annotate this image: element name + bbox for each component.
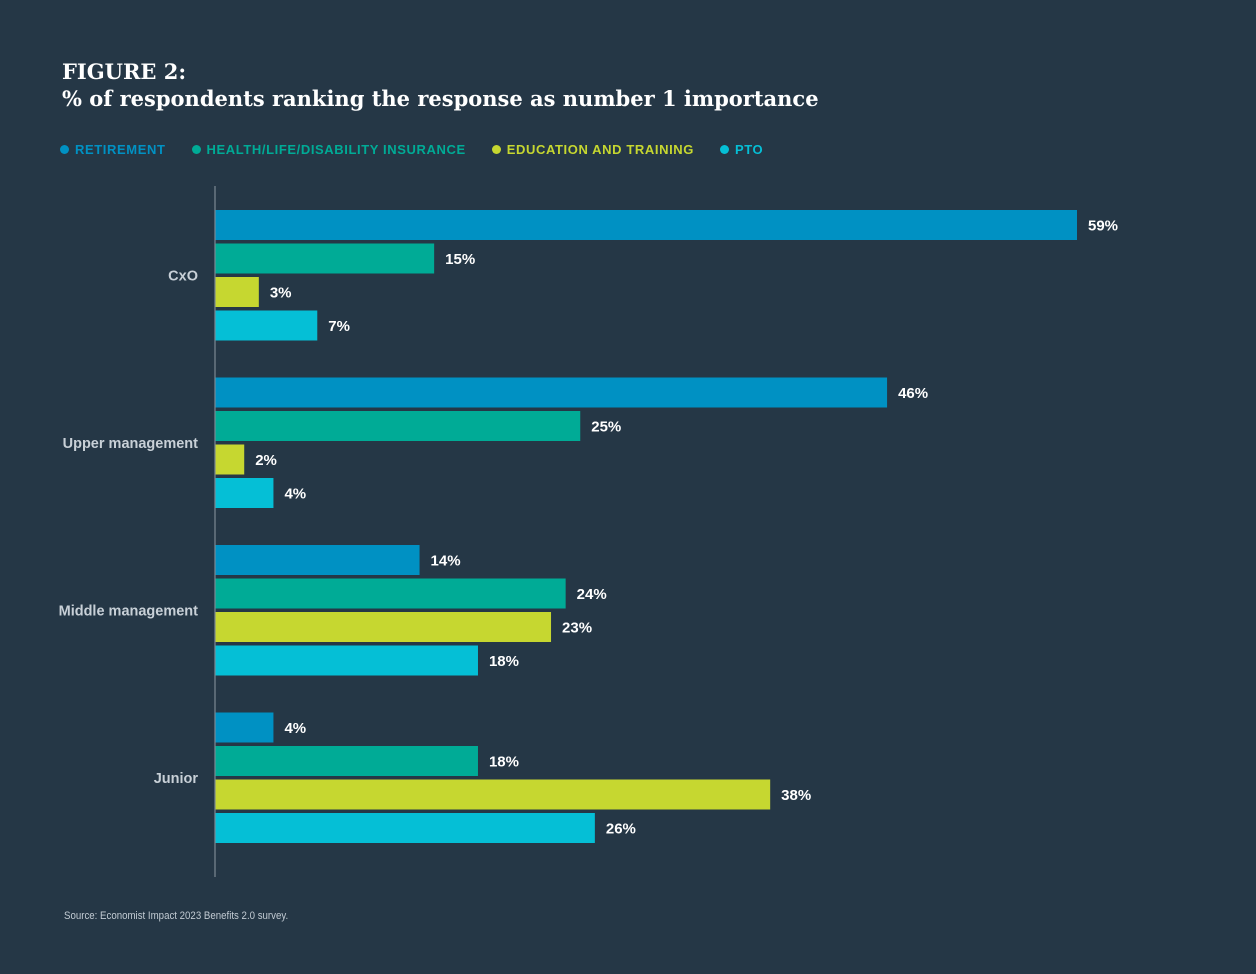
bar — [215, 277, 259, 307]
data-label: 4% — [284, 486, 306, 503]
source-note: Source: Economist Impact 2023 Benefits 2… — [64, 910, 289, 922]
bar — [215, 612, 552, 642]
data-label: 4% — [284, 720, 306, 737]
category-label: Junior — [154, 771, 199, 787]
bar — [215, 578, 566, 609]
legend-item-0: RETIREMENT — [60, 142, 166, 157]
category-label: Middle management — [59, 603, 199, 619]
bar — [215, 746, 478, 776]
legend-label: EDUCATION AND TRAINING — [506, 142, 694, 157]
category-label: CxO — [168, 268, 198, 284]
bar — [215, 377, 888, 408]
data-label: 25% — [591, 419, 621, 436]
bar — [215, 243, 435, 274]
legend-label: RETIREMENT — [75, 142, 166, 157]
bar — [215, 478, 274, 508]
data-label: 15% — [445, 251, 475, 268]
legend-label: HEALTH/LIFE/DISABILITY INSURANCE — [206, 142, 466, 157]
data-label: 59% — [1088, 218, 1118, 235]
data-label: 38% — [781, 787, 811, 804]
bar — [215, 779, 771, 810]
data-label: 7% — [328, 318, 350, 335]
figure-label: FIGURE 2: — [62, 59, 187, 84]
data-label: 2% — [255, 452, 277, 469]
bar — [215, 444, 245, 475]
bar — [215, 310, 318, 341]
bar — [215, 411, 581, 441]
legend-dot-icon — [60, 145, 69, 154]
legend-dot-icon — [719, 145, 729, 154]
data-label: 26% — [606, 821, 636, 838]
data-label: 24% — [577, 586, 607, 603]
data-label: 18% — [489, 754, 519, 771]
legend-item-2: EDUCATION AND TRAINING — [491, 142, 694, 157]
legend: RETIREMENT HEALTH/LIFE/DISABILITY INSURAN… — [60, 142, 763, 157]
legend-dot-icon — [191, 145, 201, 154]
bar — [215, 210, 1077, 240]
data-label: 3% — [270, 285, 292, 302]
bar — [215, 645, 478, 676]
bar — [215, 813, 595, 843]
data-label: 18% — [489, 653, 519, 670]
data-label: 46% — [898, 385, 928, 402]
category-label: Upper management — [63, 436, 199, 452]
legend-label: PTO — [734, 142, 764, 157]
data-label: 14% — [431, 553, 461, 570]
legend-item-3: PTO — [719, 142, 764, 157]
bar — [215, 545, 420, 575]
data-label: 23% — [562, 620, 592, 637]
bar — [215, 712, 274, 743]
chart-subtitle: % of respondents ranking the response as… — [62, 86, 819, 111]
chart-title-block: FIGURE 2: % of respondents ranking the r… — [62, 58, 819, 112]
legend-item-1: HEALTH/LIFE/DISABILITY INSURANCE — [191, 142, 466, 157]
legend-dot-icon — [491, 145, 501, 154]
